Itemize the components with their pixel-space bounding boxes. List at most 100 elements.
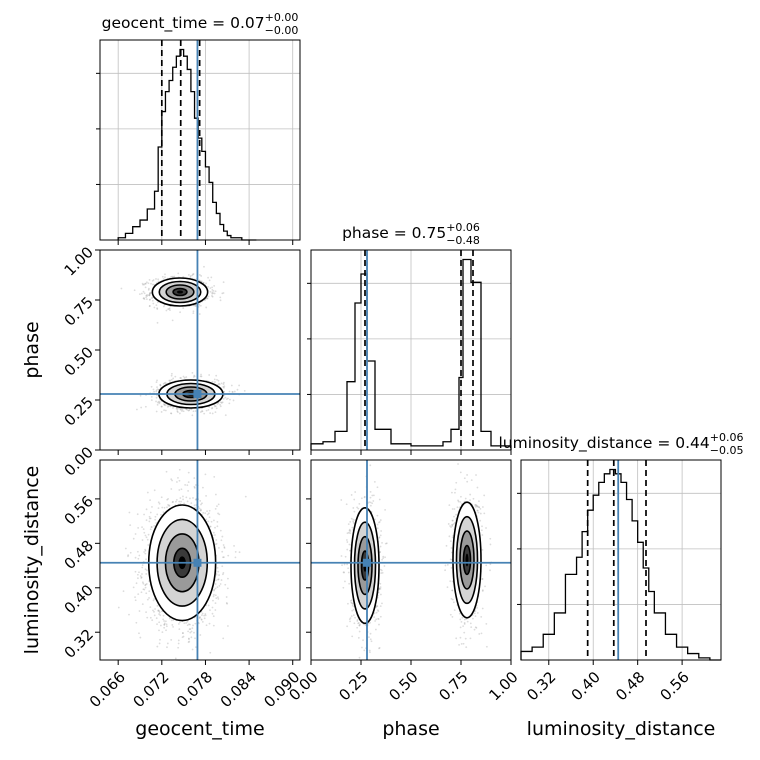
scatter-point: [176, 408, 179, 411]
scatter-point: [190, 636, 193, 639]
scatter-point: [185, 666, 187, 668]
scatter-point: [160, 405, 163, 408]
scatter-point: [136, 573, 139, 576]
scatter-point: [198, 616, 201, 619]
scatter-point: [217, 578, 220, 581]
scatter-point: [204, 614, 207, 617]
scatter-point: [181, 636, 184, 639]
scatter-point: [144, 286, 147, 289]
scatter-point: [156, 379, 158, 382]
scatter-point: [138, 571, 140, 574]
scatter-point: [155, 381, 158, 384]
scatter-point: [360, 497, 363, 500]
panel-content: [100, 460, 300, 668]
scatter-point: [200, 373, 202, 376]
scatter-point: [159, 383, 162, 386]
scatter-point: [340, 499, 343, 501]
scatter-point: [206, 513, 209, 516]
scatter-point: [208, 374, 211, 376]
scatter-point: [146, 616, 149, 619]
scatter-point: [139, 293, 141, 296]
scatter-point: [202, 486, 204, 489]
scatter-point: [165, 629, 167, 632]
scatter-point: [163, 382, 166, 385]
scatter-point: [159, 638, 161, 641]
scatter-point: [175, 500, 177, 503]
scatter-point: [181, 408, 184, 411]
scatter-point: [128, 511, 131, 514]
scatter-point: [142, 528, 145, 531]
scatter-point: [200, 275, 203, 277]
scatter-point: [211, 286, 213, 289]
scatter-point: [203, 412, 206, 415]
scatter-point: [163, 409, 166, 412]
scatter-point: [216, 383, 219, 386]
scatter-point: [222, 637, 225, 640]
scatter-point: [186, 484, 189, 487]
scatter-point: [172, 377, 175, 380]
scatter-point: [137, 577, 139, 580]
scatter-point: [158, 642, 161, 645]
scatter-point: [378, 498, 381, 501]
scatter-point: [187, 641, 190, 644]
scatter-point: [217, 379, 220, 382]
scatter-point: [198, 313, 201, 315]
scatter-point: [215, 573, 218, 576]
scatter-point: [134, 599, 137, 602]
scatter-point: [214, 602, 217, 605]
scatter-point: [146, 491, 149, 494]
scatter-point: [162, 614, 165, 617]
scatter-point: [187, 409, 190, 412]
scatter-point: [354, 616, 356, 619]
contour-line: [158, 280, 202, 304]
scatter-point: [340, 555, 343, 557]
scatter-point: [152, 609, 154, 612]
scatter-point: [148, 515, 151, 518]
panel-title-phase: phase = 0.75+0.06: [342, 221, 480, 242]
scatter-point: [149, 292, 151, 295]
scatter-point: [204, 473, 207, 476]
scatter-point: [217, 503, 220, 506]
scatter-point: [214, 534, 216, 536]
scatter-point: [162, 382, 165, 385]
scatter-point: [204, 613, 207, 615]
scatter-point: [193, 375, 196, 378]
scatter-point: [216, 403, 219, 405]
scatter-point: [156, 604, 159, 607]
scatter-point: [194, 305, 197, 308]
scatter-point: [138, 632, 140, 635]
scatter-point: [166, 498, 169, 501]
joint-panel-luminosity_distance_vs_phase: [310, 459, 512, 661]
scatter-point: [193, 374, 196, 377]
scatter-point: [212, 289, 215, 292]
scatter-point: [215, 579, 217, 582]
scatter-point: [142, 283, 144, 286]
scatter-point: [192, 312, 195, 315]
scatter-point: [164, 276, 166, 279]
scatter-point: [191, 627, 194, 630]
scatter-point: [182, 375, 185, 378]
scatter-point: [187, 274, 190, 276]
scatter-point: [205, 409, 208, 412]
scatter-point: [211, 606, 214, 609]
truth-marker: [193, 558, 202, 567]
scatter-point: [188, 638, 190, 640]
scatter-point: [171, 479, 173, 482]
scatter-point: [145, 558, 147, 561]
scatter-point: [129, 524, 132, 526]
scatter-point: [156, 623, 158, 626]
scatter-point: [211, 294, 213, 297]
contour-line: [165, 284, 195, 300]
scatter-point: [127, 554, 130, 557]
scatter-point: [380, 569, 383, 572]
scatter-point: [149, 511, 152, 514]
scatter-point: [140, 292, 143, 295]
scatter-point: [179, 377, 182, 379]
scatter-point: [169, 309, 171, 312]
scatter-point: [189, 623, 191, 626]
scatter-point: [234, 550, 237, 553]
scatter-point: [179, 497, 182, 499]
scatter-point: [220, 579, 223, 581]
scatter-point: [231, 391, 234, 393]
scatter-point: [145, 573, 148, 575]
